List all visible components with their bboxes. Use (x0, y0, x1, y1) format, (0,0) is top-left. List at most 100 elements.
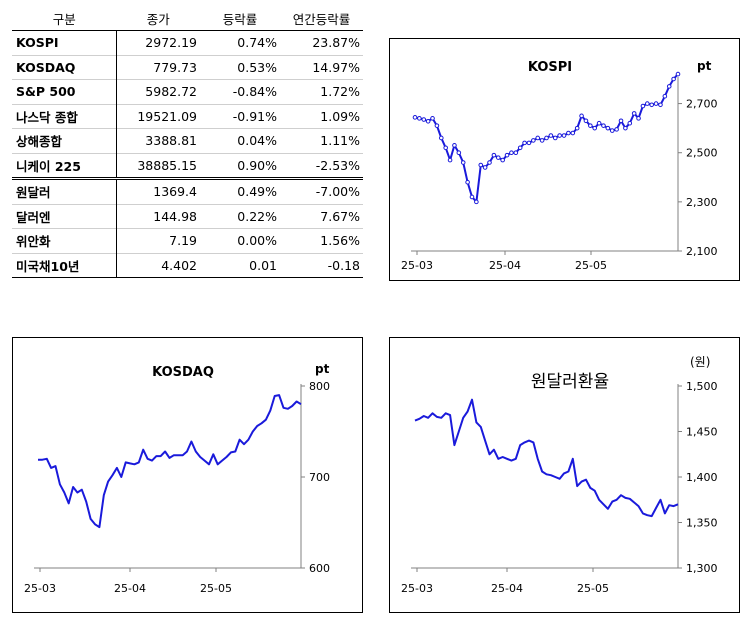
kosdaq-x-tick-label: 25-03 (24, 582, 56, 595)
row-change: 0.53% (200, 54, 280, 80)
row-ytd: 23.87% (312, 35, 360, 51)
column-header-ytd: 연간등락률 (280, 6, 363, 31)
row-change: 0.04% (200, 128, 280, 153)
row-ytd: -0.18 (280, 252, 363, 278)
row-close: 7.19 (116, 228, 200, 253)
kospi-data-point (548, 133, 554, 138)
kospi-y-tick-label: 2,500 (686, 147, 718, 160)
row-change: -0.84% (200, 79, 280, 104)
kospi-data-point (425, 118, 431, 124)
kospi-data-point (557, 133, 562, 138)
kosdaq-x-tick-label: 25-04 (114, 582, 146, 595)
kospi-data-point (526, 140, 532, 146)
kospi-data-point (417, 116, 422, 121)
kospi-data-point (596, 120, 602, 126)
kospi-data-point (469, 194, 475, 200)
row-ytd: 1.56% (280, 228, 363, 253)
row-close: 4.402 (116, 252, 200, 278)
kospi-data-point (535, 135, 541, 141)
row-close: 1369.4 (116, 177, 200, 204)
row-close: 144.98 (116, 203, 200, 229)
row-change: 0.01 (200, 252, 280, 278)
kospi-data-point (531, 138, 536, 143)
kospi-data-point (588, 123, 593, 128)
kospi-data-point (465, 179, 470, 185)
table-row: S&P 500 5982.72 -0.84% 1.72% (12, 79, 363, 104)
row-change: 0.22% (200, 203, 280, 229)
kospi-data-point (658, 102, 663, 108)
usdkrw-x-tick-label: 25-05 (577, 582, 609, 595)
row-close: 19521.09 (116, 103, 200, 129)
row-change: 0.90% (200, 152, 280, 179)
kosdaq-x-tick-label: 25-05 (200, 582, 232, 595)
kosdaq-y-tick-label: 700 (309, 471, 330, 484)
kospi-data-point (636, 116, 641, 121)
kospi-data-point (653, 101, 659, 106)
kospi-chart-panel: KOSPI pt 2,100 2,300 2,500 2,700 25-03 25-04 2… (389, 38, 740, 281)
kospi-data-point (614, 127, 619, 132)
row-change: 0.49% (200, 177, 280, 204)
kospi-data-point (474, 199, 479, 205)
row-name: 상해종합 (12, 128, 117, 153)
row-ytd: 14.97% (280, 54, 363, 80)
kospi-data-point (552, 135, 558, 141)
kospi-data-point (662, 93, 668, 99)
column-header-change: 등락률 (200, 6, 280, 31)
kospi-data-point (447, 157, 453, 163)
kospi-data-point (574, 125, 580, 131)
kospi-data-point (513, 150, 519, 156)
usdkrw-y-tick-label: 1,350 (686, 517, 718, 530)
usdkrw-unit-label: (원) (690, 355, 711, 369)
usdkrw-y-tick-label: 1,450 (686, 426, 718, 439)
kospi-data-point (579, 113, 584, 119)
row-close: 2972.19 (116, 30, 200, 55)
kospi-data-point (671, 76, 676, 82)
kospi-data-point (412, 115, 418, 120)
kospi-x-tick-label: 25-05 (575, 259, 607, 272)
table-row: 달러엔 144.98 0.22% 7.67% (12, 203, 363, 229)
kospi-data-point (539, 138, 545, 143)
usdkrw-y-tick-label: 1,400 (686, 471, 718, 484)
kospi-unit-label: pt (697, 59, 712, 73)
row-name: 나스닥 종합 (12, 103, 117, 129)
row-ytd: -7.00% (280, 177, 363, 204)
usdkrw-chart-panel: 원달러환율 (원) 1,300 1,350 1,400 1,450 1,500 25-03… (389, 337, 740, 613)
table-row: 위안화 7.19 0.00% 1.56% (12, 228, 363, 253)
row-close: 3388.81 (116, 128, 200, 153)
kospi-data-point (491, 152, 497, 158)
kospi-x-tick-label: 25-03 (401, 259, 433, 272)
table-row: KOSPI 2972.19 0.74% 23.87% (12, 30, 363, 55)
row-ytd: 1.09% (280, 103, 363, 129)
kospi-data-point (487, 160, 492, 165)
usdkrw-line-chart: 1,300 1,350 1,400 1,450 1,500 25-03 25-04 25-05 (401, 380, 718, 595)
kospi-y-tick-label: 2,300 (686, 196, 718, 209)
row-change: 0.00% (200, 228, 280, 253)
kospi-data-point (509, 150, 514, 156)
kospi-data-point (434, 123, 440, 128)
kospi-data-point (675, 71, 681, 77)
kospi-x-tick-label: 25-04 (489, 259, 521, 272)
table-row: 원달러 1369.4 0.49% -7.00% (12, 177, 363, 204)
kospi-data-point (517, 145, 523, 151)
table-header-row: 구분 종가 등락률 연간등락률 (12, 6, 363, 31)
table-row: KOSDAQ 779.73 0.53% 14.97% (12, 54, 363, 80)
kospi-data-point (430, 116, 435, 121)
market-summary-table: 구분 종가 등락률 연간등락률 KOSPI 2972.19 0.74% 23.8… (12, 6, 363, 278)
kospi-data-point (623, 125, 628, 131)
kospi-data-point (570, 130, 576, 136)
kospi-chart-title: KOSPI (527, 60, 573, 75)
kospi-data-point (609, 128, 615, 133)
row-ytd: 7.67% (280, 203, 363, 229)
kospi-data-point (649, 102, 655, 108)
row-change: 0.74% (237, 35, 277, 51)
usdkrw-x-tick-label: 25-03 (401, 582, 433, 595)
row-close: 38885.15 (116, 152, 200, 179)
usdkrw-y-tick-label: 1,300 (686, 562, 718, 575)
usdkrw-chart-title: 원달러환율 (530, 372, 610, 392)
row-ytd: 1.11% (280, 128, 363, 153)
row-name: 미국채10년 (12, 252, 117, 278)
row-name: 니케이 225 (12, 152, 117, 179)
kospi-data-point (544, 135, 549, 141)
kospi-data-point (500, 157, 505, 163)
table-row: 나스닥 종합 19521.09 -0.91% 1.09% (12, 103, 363, 129)
